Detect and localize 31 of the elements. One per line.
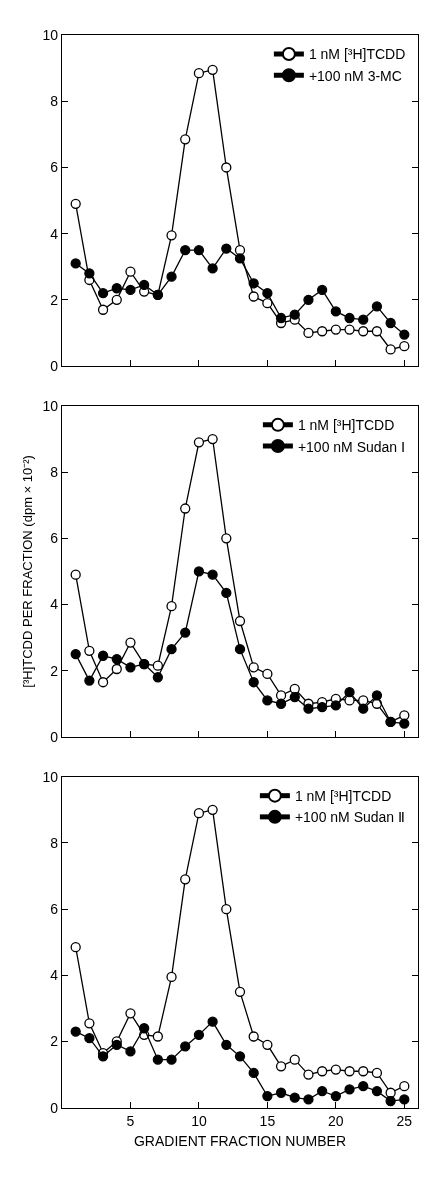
- y-tick-label: 2: [50, 1033, 59, 1050]
- y-tick-label: 6: [50, 901, 59, 918]
- y-tick-label: 0: [50, 357, 59, 374]
- y-tick-label: 8: [50, 464, 59, 481]
- y-tick-label: 0: [50, 1099, 59, 1116]
- x-tick-label: 10: [191, 1112, 207, 1129]
- y-tick-label: 6: [50, 159, 59, 176]
- legend-label: 1 nM [³H]TCDD: [297, 417, 395, 434]
- x-tick-label: 5: [126, 1112, 135, 1129]
- legend-label: +100 nM Sudan Ⅰ: [297, 438, 406, 455]
- x-tick-label: 25: [396, 1112, 413, 1129]
- y-tick-label: 0: [50, 728, 59, 745]
- y-tick-label: 2: [50, 291, 59, 308]
- x-axis-title: GRADIENT FRACTION NUMBER: [133, 1132, 347, 1149]
- x-tick-label: 15: [259, 1112, 276, 1129]
- y-tick-label: 8: [50, 93, 59, 110]
- y-axis-title: [³H]TCDD PER FRACTION (dpm × 10⁻²): [20, 455, 36, 688]
- legend-label: +100 nM 3-MC: [308, 67, 402, 84]
- legend-label: +100 nM Sudan Ⅱ: [294, 809, 406, 826]
- y-tick-label: 10: [42, 397, 59, 414]
- y-tick-label: 4: [50, 967, 59, 984]
- y-tick-label: 6: [50, 530, 59, 547]
- y-tick-label: 2: [50, 662, 59, 679]
- x-tick-label: 20: [328, 1112, 344, 1129]
- legend-label: 1 nM [³H]TCDD: [308, 46, 406, 63]
- y-tick-label: 4: [50, 596, 59, 613]
- y-tick-label: 4: [50, 225, 59, 242]
- y-tick-label: 8: [50, 834, 59, 851]
- y-tick-label: 10: [42, 768, 59, 785]
- y-tick-label: 10: [42, 27, 59, 44]
- legend-label: 1 nM [³H]TCDD: [294, 788, 392, 805]
